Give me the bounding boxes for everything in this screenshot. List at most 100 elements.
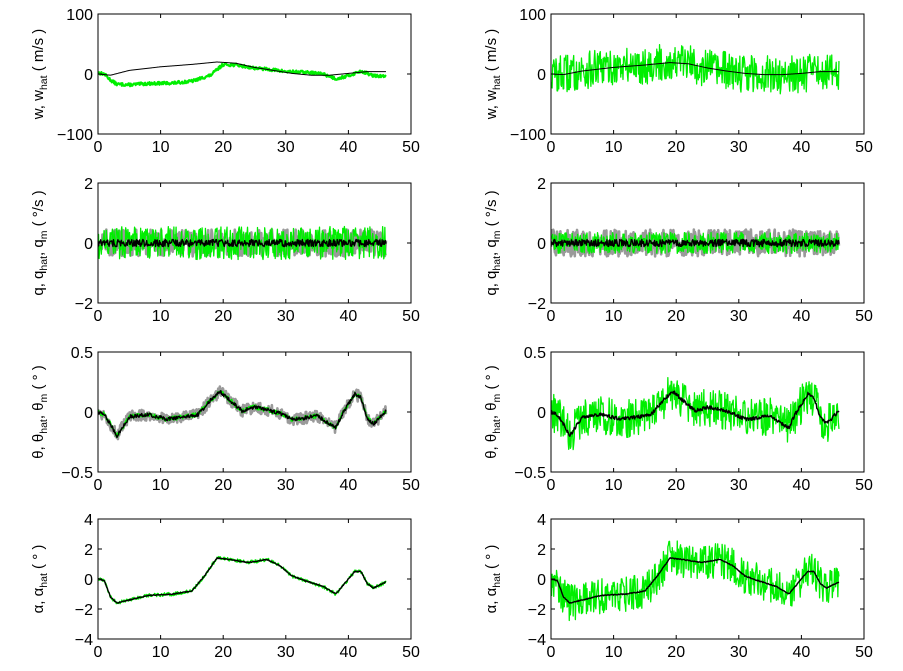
chart-4-1-y-tick-label: −4 xyxy=(75,632,93,649)
chart-1-2-x-tick-label: 0 xyxy=(547,139,556,156)
chart-2-2-truth-series xyxy=(551,238,840,248)
chart-4-2-y-tick-label: 2 xyxy=(537,542,546,559)
chart-4-2-y-tick-label: 4 xyxy=(537,512,546,529)
chart-3-2-x-tick-label: 40 xyxy=(793,477,811,494)
chart-1-2-estimate-series xyxy=(551,43,840,95)
chart-2-2-x-tick-label: 40 xyxy=(793,308,811,325)
chart-2-1-x-tick-label: 10 xyxy=(152,308,170,325)
chart-1-1-x-tick-label: 50 xyxy=(402,139,420,156)
chart-2-2-x-tick-label: 50 xyxy=(855,308,873,325)
chart-1-2-x-tick-label: 20 xyxy=(667,139,685,156)
chart-2-2-x-tick-label: 20 xyxy=(667,308,685,325)
chart-1-1-x-tick-label: 10 xyxy=(152,139,170,156)
chart-3-2-truth-series xyxy=(551,390,840,437)
chart-1-2-x-tick-label: 30 xyxy=(730,139,748,156)
chart-3-2-x-tick-label: 50 xyxy=(855,477,873,494)
chart-3-2: 0 10 20 30 40 500.50−0.5θ, θhat, θm ( ° ) xyxy=(483,345,873,494)
chart-3-1-y-tick-label: −0.5 xyxy=(61,465,93,482)
chart-3-2-x-tick-label: 10 xyxy=(605,477,623,494)
chart-1-2-x-tick-label: 10 xyxy=(605,139,623,156)
chart-2-1-x-tick-label: 40 xyxy=(340,308,358,325)
chart-1-1-plot-area xyxy=(98,61,387,88)
chart-3-2-y-axis-label: θ, θhat, θm ( ° ) xyxy=(483,365,503,459)
chart-2-2-y-tick-label: 2 xyxy=(537,176,546,193)
chart-4-1-x-tick-label: 30 xyxy=(277,644,295,661)
chart-1-1-y-axis-label: w, what ( m/s ) xyxy=(30,29,50,120)
chart-4-1-x-tick-label: 40 xyxy=(340,644,358,661)
chart-4-1-truth-series xyxy=(98,557,387,604)
chart-4-1-y-tick-label: 4 xyxy=(84,512,93,529)
chart-1-1-y-tick-label: 100 xyxy=(66,7,93,24)
chart-1-2-y-tick-label: 0 xyxy=(537,67,546,84)
chart-4-1-y-tick-label: −2 xyxy=(75,602,93,619)
chart-3-2-y-tick-label: −0.5 xyxy=(514,465,546,482)
chart-3-1-x-tick-label: 20 xyxy=(214,477,232,494)
chart-4-1-x-tick-label: 0 xyxy=(94,644,103,661)
chart-2-1-plot-area xyxy=(98,225,388,261)
chart-3-2-estimate-series xyxy=(551,376,840,451)
chart-4-1-plot-area xyxy=(98,555,387,605)
chart-4-2-truth-series xyxy=(551,557,840,604)
chart-4-2-plot-area xyxy=(551,540,840,622)
chart-3-2-y-tick-label: 0 xyxy=(537,405,546,422)
chart-4-1-x-tick-label: 10 xyxy=(152,644,170,661)
chart-3-1-plot-area xyxy=(98,385,388,441)
chart-4-2-x-tick-label: 0 xyxy=(547,644,556,661)
chart-4-2-x-tick-label: 30 xyxy=(730,644,748,661)
chart-4-1-x-tick-label: 50 xyxy=(402,644,420,661)
chart-3-1: 0 10 20 30 40 500.50−0.5θ, θhat, θm ( ° ) xyxy=(30,345,420,494)
chart-1-2-x-tick-label: 50 xyxy=(855,139,873,156)
chart-1-1-estimate-series xyxy=(98,62,387,88)
chart-2-2-y-tick-label: 0 xyxy=(537,236,546,253)
chart-2-1-y-tick-label: 2 xyxy=(84,176,93,193)
chart-1-1-x-tick-label: 20 xyxy=(214,139,232,156)
chart-2-2-y-axis-label: q, qhat, qm ( °/s ) xyxy=(483,190,503,295)
chart-1-1-y-tick-label: −100 xyxy=(57,127,93,144)
chart-3-1-x-tick-label: 0 xyxy=(94,477,103,494)
chart-4-2-y-tick-label: 0 xyxy=(537,572,546,589)
chart-1-2-plot-area xyxy=(551,43,840,95)
chart-4-1-y-axis-label: α, αhat ( ° ) xyxy=(30,545,50,614)
chart-3-2-y-tick-label: 0.5 xyxy=(524,345,546,362)
chart-3-1-x-tick-label: 10 xyxy=(152,477,170,494)
chart-3-1-truth-series xyxy=(98,390,387,439)
chart-3-1-x-tick-label: 30 xyxy=(277,477,295,494)
chart-3-2-plot-area xyxy=(551,376,840,451)
chart-4-2-x-tick-label: 50 xyxy=(855,644,873,661)
chart-3-1-x-tick-label: 40 xyxy=(340,477,358,494)
chart-2-1-y-tick-label: −2 xyxy=(75,296,93,313)
chart-4-2-x-tick-label: 20 xyxy=(667,644,685,661)
chart-2-1-y-tick-label: 0 xyxy=(84,236,93,253)
chart-3-1-x-tick-label: 50 xyxy=(402,477,420,494)
chart-1-2-truth-series xyxy=(551,62,839,76)
chart-1-2-y-tick-label: 100 xyxy=(519,7,546,24)
chart-3-1-y-tick-label: 0.5 xyxy=(71,345,93,362)
chart-2-2-y-tick-label: −2 xyxy=(528,296,546,313)
chart-3-2-x-tick-label: 0 xyxy=(547,477,556,494)
chart-2-2-x-tick-label: 0 xyxy=(547,308,556,325)
chart-4-2-y-axis-label: α, αhat ( ° ) xyxy=(483,545,503,614)
chart-3-1-y-axis-label: θ, θhat, θm ( ° ) xyxy=(30,365,50,459)
chart-2-2-x-tick-label: 30 xyxy=(730,308,748,325)
chart-1-2-y-tick-label: −100 xyxy=(510,127,546,144)
chart-4-2-y-tick-label: −2 xyxy=(528,602,546,619)
chart-3-1-y-tick-label: 0 xyxy=(84,405,93,422)
chart-1-2-x-tick-label: 40 xyxy=(793,139,811,156)
chart-1-1-truth-series xyxy=(98,61,386,76)
chart-2-1-truth-series xyxy=(98,238,387,248)
chart-4-1-estimate-series xyxy=(98,555,387,605)
chart-3-2-x-tick-label: 20 xyxy=(667,477,685,494)
chart-4-1-x-tick-label: 20 xyxy=(214,644,232,661)
chart-2-1-x-tick-label: 30 xyxy=(277,308,295,325)
chart-2-1-y-axis-label: q, qhat, qm ( °/s ) xyxy=(30,190,50,295)
chart-2-2-x-tick-label: 10 xyxy=(605,308,623,325)
chart-1-1-x-tick-label: 40 xyxy=(340,139,358,156)
chart-2-1-x-tick-label: 50 xyxy=(402,308,420,325)
chart-1-1-y-tick-label: 0 xyxy=(84,67,93,84)
